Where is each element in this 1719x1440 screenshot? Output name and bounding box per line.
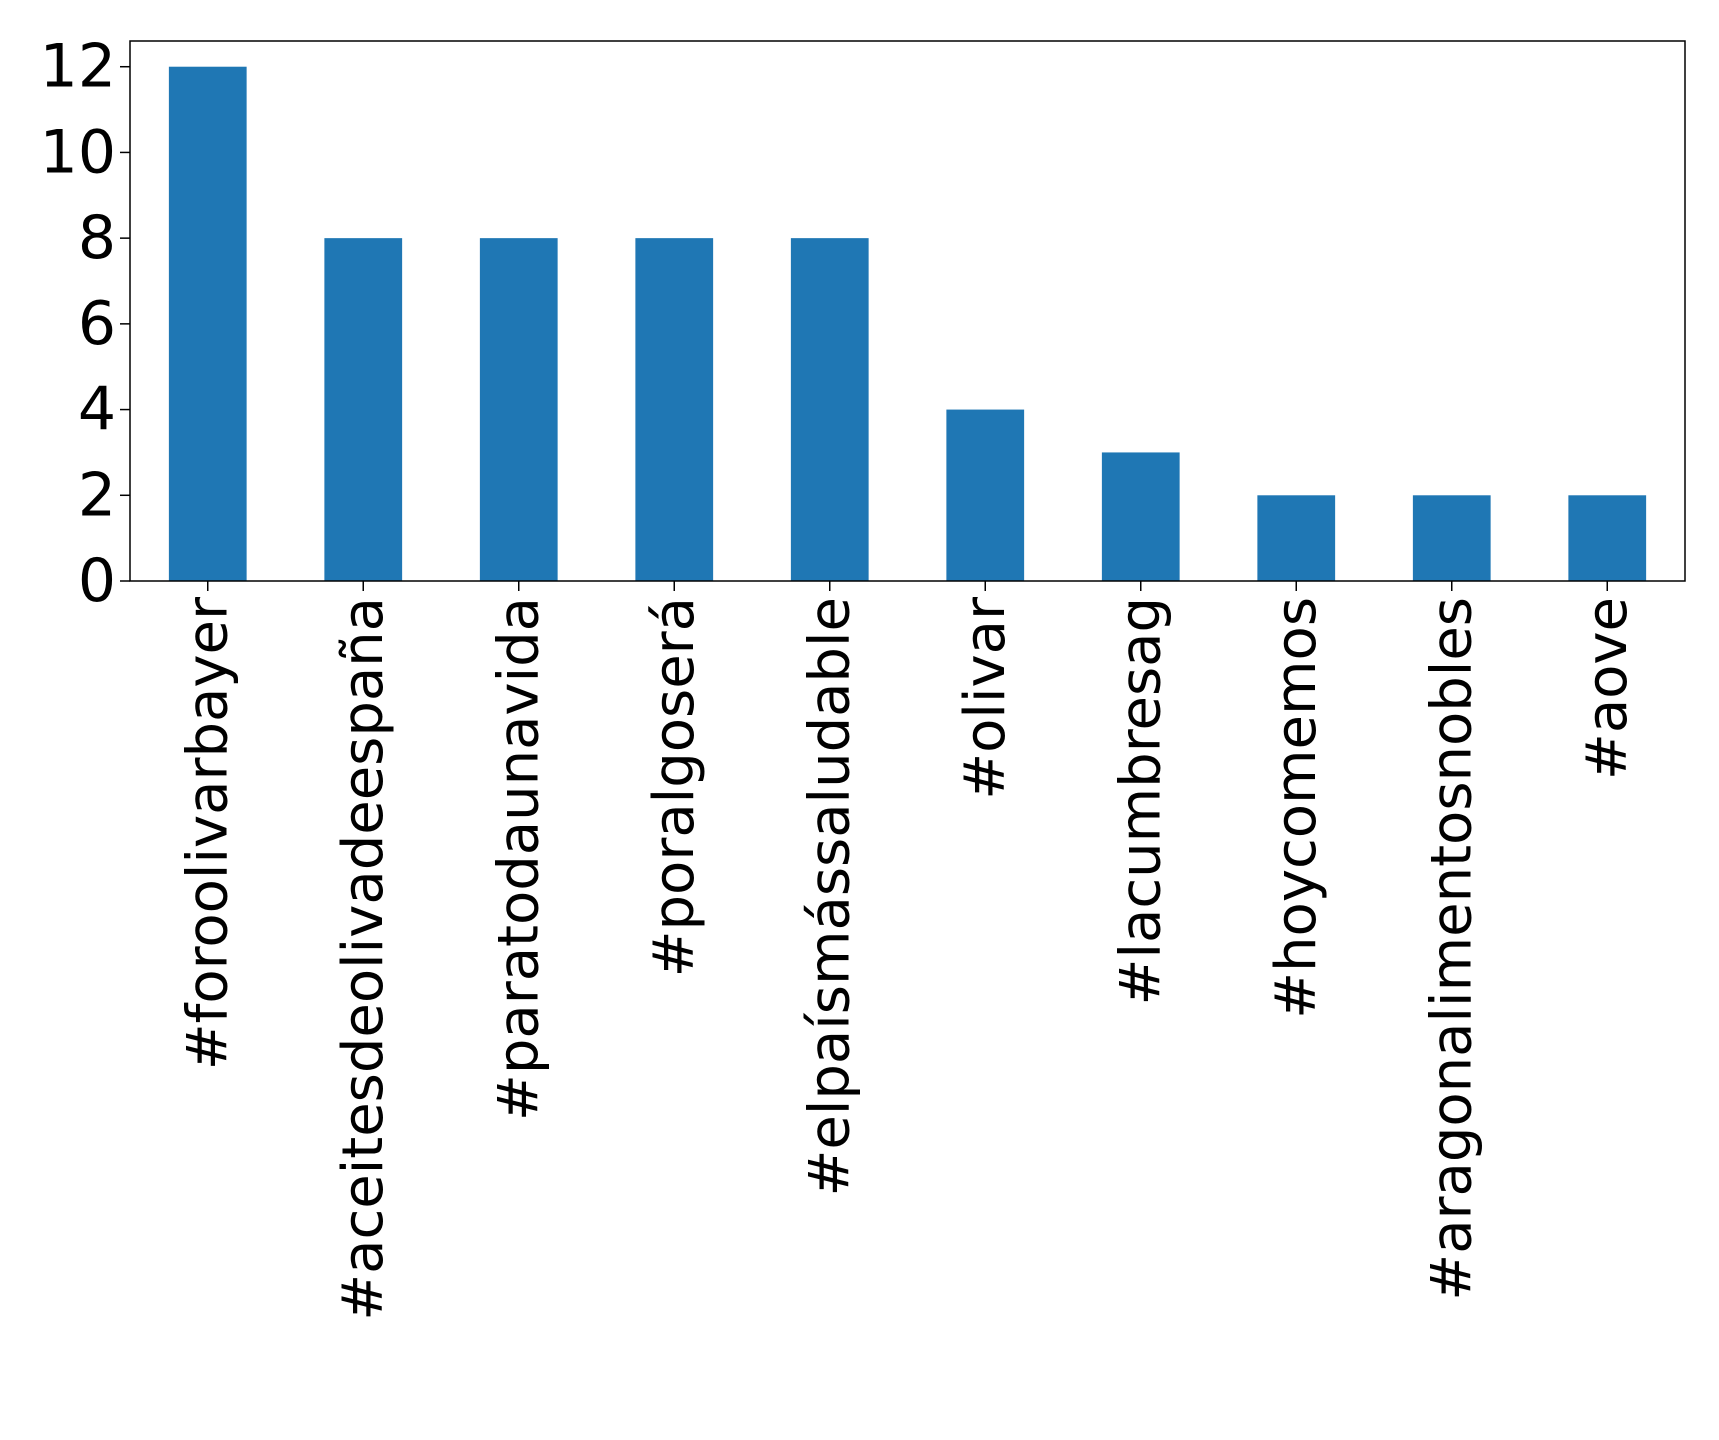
x-tick-label-9: #aove [1575, 597, 1640, 780]
bar-8 [1412, 495, 1491, 581]
x-tick-label-8: #aragonalimentosnobles [1419, 597, 1484, 1301]
bar-4 [790, 238, 869, 581]
bar-0 [168, 66, 247, 581]
x-tick-label-4: #elpaísmássaludable [797, 597, 862, 1197]
bar-9 [1568, 495, 1647, 581]
y-tick-label-2: 4 [78, 375, 116, 445]
x-axis: #foroolivarbayer #aceitesdeolivadeespaña #… [175, 581, 1640, 1321]
x-tick-label-5: #olivar [953, 596, 1018, 800]
plot-area-frame [129, 40, 1686, 582]
y-tick-label-1: 2 [78, 460, 116, 530]
bars-layer [168, 66, 1647, 581]
bar-6 [1101, 452, 1180, 581]
bar-3 [635, 238, 714, 581]
x-tick-label-3: #poralgoserá [642, 597, 707, 977]
y-tick-label-5: 10 [40, 117, 116, 187]
x-tick-label-1: #aceitesdeolivadeespaña [331, 597, 396, 1321]
y-tick-label-3: 6 [78, 289, 116, 359]
bar-7 [1257, 495, 1336, 581]
bar-2 [479, 238, 558, 581]
y-tick-label-4: 8 [78, 203, 116, 273]
y-axis: 0 2 4 6 8 10 12 [40, 32, 130, 616]
bar-1 [324, 238, 403, 581]
x-tick-label-2: #paratodaunavida [486, 597, 551, 1121]
y-tick-label-6: 12 [40, 32, 116, 102]
x-tick-label-0: #foroolivarbayer [175, 596, 240, 1070]
x-tick-label-7: #hoycomemos [1264, 597, 1329, 1019]
x-tick-label-6: #lacumbresag [1108, 597, 1173, 1005]
y-tick-label-0: 0 [78, 546, 116, 616]
bar-5 [946, 409, 1025, 581]
